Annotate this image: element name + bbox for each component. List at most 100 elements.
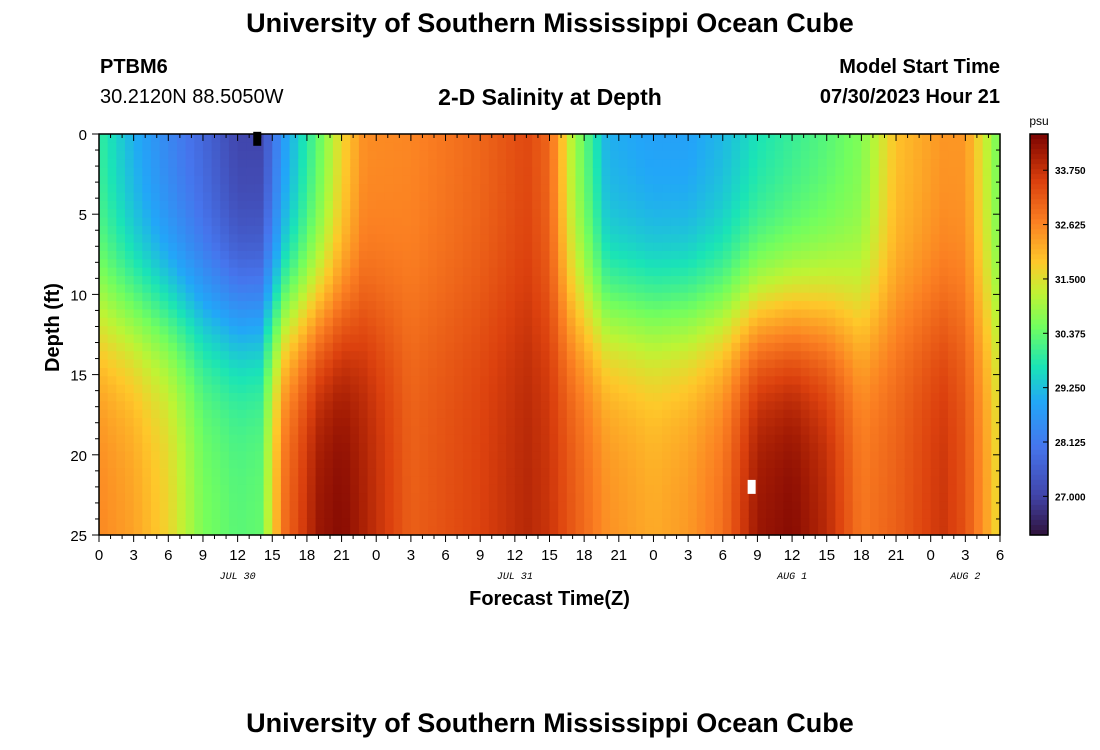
- heatmap-cell: [705, 309, 715, 319]
- heatmap-cell: [826, 142, 836, 152]
- heatmap-cell: [731, 134, 741, 143]
- heatmap-cell: [176, 434, 187, 444]
- heatmap-cell: [956, 476, 966, 486]
- heatmap-cell: [644, 209, 655, 219]
- heatmap-cell: [783, 326, 793, 336]
- heatmap-cell: [766, 484, 776, 494]
- heatmap-cell: [272, 401, 282, 411]
- heatmap-cell: [809, 392, 819, 402]
- heatmap-cell: [826, 292, 836, 302]
- heatmap-cell: [748, 493, 759, 503]
- heatmap-cell: [246, 526, 256, 536]
- heatmap-cell: [575, 175, 585, 185]
- heatmap-cell: [740, 509, 750, 519]
- heatmap-cell: [220, 493, 230, 503]
- heatmap-cell: [488, 175, 499, 185]
- heatmap-cell: [939, 401, 949, 411]
- heatmap-cell: [107, 242, 117, 252]
- heatmap-cell: [298, 451, 308, 461]
- heatmap-cell: [99, 334, 109, 344]
- heatmap-cell: [714, 484, 724, 494]
- heatmap-cell: [722, 392, 733, 402]
- heatmap-cell: [176, 367, 187, 377]
- heatmap-cell: [965, 426, 975, 436]
- heatmap-cell: [575, 476, 585, 486]
- heatmap-cell: [584, 476, 594, 486]
- heatmap-cell: [922, 217, 932, 227]
- heatmap-cell: [549, 167, 559, 177]
- heatmap-cell: [211, 367, 221, 377]
- heatmap-cell: [662, 200, 672, 210]
- heatmap-cell: [315, 418, 325, 427]
- heatmap-cell: [722, 476, 733, 486]
- heatmap-cell: [350, 200, 360, 210]
- heatmap-cell: [254, 292, 265, 302]
- heatmap-cell: [584, 426, 594, 436]
- heatmap-cell: [766, 175, 776, 185]
- heatmap-cell: [428, 518, 438, 528]
- heatmap-cell: [124, 459, 135, 469]
- heatmap-cell: [844, 443, 854, 453]
- heatmap-cell: [402, 351, 412, 361]
- heatmap-cell: [809, 367, 819, 377]
- heatmap-cell: [809, 225, 819, 235]
- heatmap-cell: [930, 284, 940, 294]
- heatmap-cell: [696, 292, 707, 302]
- heatmap-cell: [289, 392, 299, 402]
- heatmap-cell: [636, 292, 646, 302]
- heatmap-cell: [627, 409, 637, 419]
- heatmap-cell: [991, 476, 1001, 486]
- heatmap-cell: [896, 501, 906, 511]
- heatmap-cell: [653, 367, 663, 377]
- heatmap-cell: [168, 476, 178, 486]
- heatmap-cell: [410, 150, 421, 160]
- heatmap-cell: [194, 267, 204, 277]
- heatmap-cell: [679, 209, 689, 219]
- heatmap-cell: [800, 159, 810, 169]
- heatmap-cell: [644, 159, 655, 169]
- heatmap-cell: [948, 359, 958, 369]
- heatmap-cell: [315, 384, 325, 394]
- heatmap-cell: [263, 309, 273, 319]
- heatmap-cell: [176, 250, 187, 260]
- heatmap-cell: [792, 150, 802, 160]
- heatmap-cell: [740, 484, 750, 494]
- heatmap-cell: [627, 284, 637, 294]
- heatmap-cell: [956, 192, 966, 202]
- heatmap-cell: [445, 225, 455, 235]
- heatmap-cell: [618, 292, 629, 302]
- heatmap-cell: [939, 443, 949, 453]
- heatmap-cell: [176, 284, 187, 294]
- heatmap-cell: [722, 334, 733, 344]
- heatmap-cell: [956, 159, 966, 169]
- heatmap-cell: [289, 167, 299, 177]
- heatmap-cell: [168, 418, 178, 427]
- heatmap-cell: [644, 493, 655, 503]
- heatmap-cell: [818, 509, 828, 519]
- heatmap-cell: [852, 159, 862, 169]
- heatmap-cell: [324, 468, 334, 478]
- heatmap-cell: [324, 526, 334, 536]
- heatmap-cell: [402, 200, 412, 210]
- heatmap-cell: [731, 468, 741, 478]
- heatmap-cell: [965, 234, 975, 244]
- heatmap-cell: [289, 267, 299, 277]
- heatmap-cell: [913, 451, 923, 461]
- heatmap-cell: [523, 501, 533, 511]
- heatmap-cell: [575, 150, 585, 160]
- heatmap-cell: [341, 476, 351, 486]
- heatmap-cell: [688, 376, 698, 386]
- heatmap-cell: [644, 342, 655, 352]
- heatmap-cell: [471, 384, 481, 394]
- heatmap-cell: [809, 200, 819, 210]
- heatmap-cell: [904, 426, 914, 436]
- heatmap-cell: [948, 451, 958, 461]
- heatmap-cell: [246, 476, 256, 486]
- heatmap-cell: [488, 334, 499, 344]
- heatmap-cell: [670, 301, 681, 311]
- heatmap-cell: [922, 476, 932, 486]
- heatmap-cell: [844, 292, 854, 302]
- heatmap-cell: [376, 484, 386, 494]
- heatmap-cell: [930, 476, 940, 486]
- heatmap-cell: [558, 184, 568, 194]
